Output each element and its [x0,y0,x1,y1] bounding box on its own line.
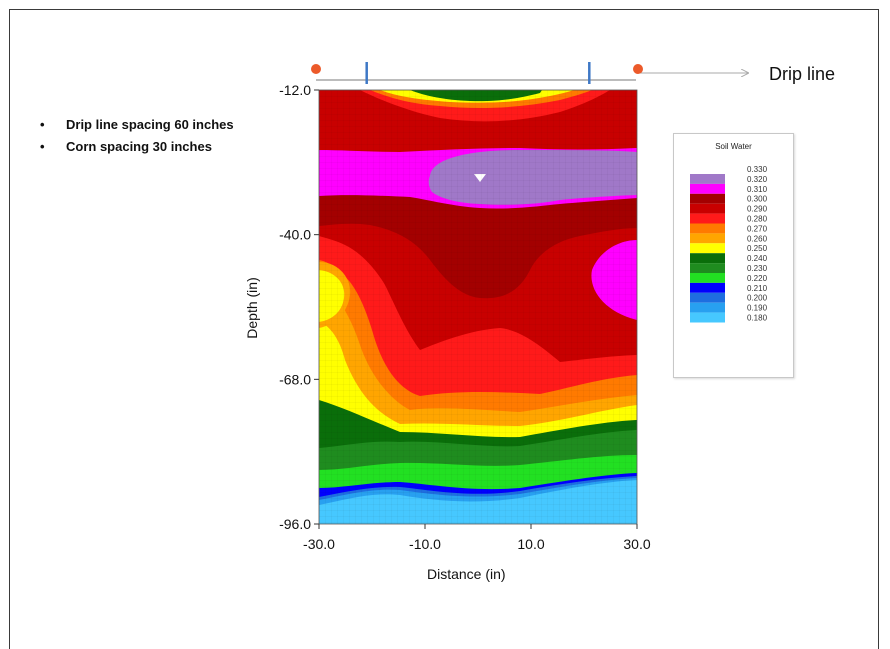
x-axis-ticks: -30.0 -10.0 10.0 30.0 [303,524,651,552]
slide-frame [9,9,879,649]
legend-swatch [690,282,725,293]
legend-level-label: 0.320 [747,175,768,184]
grid-overlay [319,90,637,524]
legend-level-label: 0.220 [747,274,768,283]
legend-level-label: 0.270 [747,224,768,233]
legend-swatch [690,203,725,214]
legend-swatch [690,223,725,234]
y-tick-label: -96.0 [279,516,311,532]
legend-level-label: 0.240 [747,254,768,263]
legend-swatch [690,253,725,264]
legend-level-label: 0.310 [747,185,768,194]
legend-level-label: 0.300 [747,195,768,204]
chart-canvas: -30.0 -10.0 10.0 30.0 -12.0 -40.0 -68.0 -96.0 [279,62,890,552]
legend-swatches: 0.3300.3200.3100.3000.2900.2800.2700.260… [690,165,768,323]
legend-swatch [690,233,725,244]
legend-level-label: 0.210 [747,284,768,293]
x-tick-label: 10.0 [517,536,544,552]
note-bullet: • [40,117,45,132]
y-tick-label: -40.0 [279,227,311,243]
note-bullet: • [40,139,45,154]
x-tick-label: 30.0 [623,536,650,552]
legend-swatch [690,243,725,254]
legend-level-label: 0.260 [747,234,768,243]
drip-emitter-icon [311,64,321,74]
legend-swatch [690,302,725,313]
markers [311,62,643,84]
legend-level-label: 0.200 [747,294,768,303]
legend-level-label: 0.180 [747,314,768,323]
legend-swatch [690,183,725,194]
drip-emitter-icon [633,64,643,74]
legend-level-label: 0.290 [747,205,768,214]
legend-level-label: 0.330 [747,165,768,174]
legend-swatch [690,292,725,303]
notes-list: • Drip line spacing 60 inches • Corn spaci… [40,114,234,158]
note-item: • Corn spacing 30 inches [40,136,234,158]
legend-swatch [690,193,725,204]
legend-swatch [690,213,725,224]
drip-line-label: Drip line [769,64,836,84]
legend-swatch [690,273,725,283]
legend-level-label: 0.250 [747,244,768,253]
note-text: Drip line spacing 60 inches [66,117,234,132]
x-tick-label: -10.0 [409,536,441,552]
x-axis-label: Distance (in) [427,566,506,582]
x-tick-label: -30.0 [303,536,335,552]
y-tick-label: -68.0 [279,371,311,387]
y-axis-ticks: -12.0 -40.0 -68.0 -96.0 [279,82,319,532]
plot-border [318,89,638,525]
contour-field [319,90,637,524]
legend-level-label: 0.230 [747,264,768,273]
legend-swatch [690,174,725,184]
note-item: • Drip line spacing 60 inches [40,114,234,136]
legend-level-label: 0.190 [747,304,768,313]
legend: Soil Water 0.330 0.320 0.310 0.300 0.290 0.28… [673,133,794,378]
y-tick-label: -12.0 [279,82,311,98]
note-text: Corn spacing 30 inches [66,139,212,154]
legend-swatch [690,263,725,273]
legend-level-label: 0.280 [747,215,768,224]
y-axis-label: Depth (in) [244,277,260,339]
legend-title: Soil Water [715,142,752,151]
legend-swatch [690,312,725,323]
